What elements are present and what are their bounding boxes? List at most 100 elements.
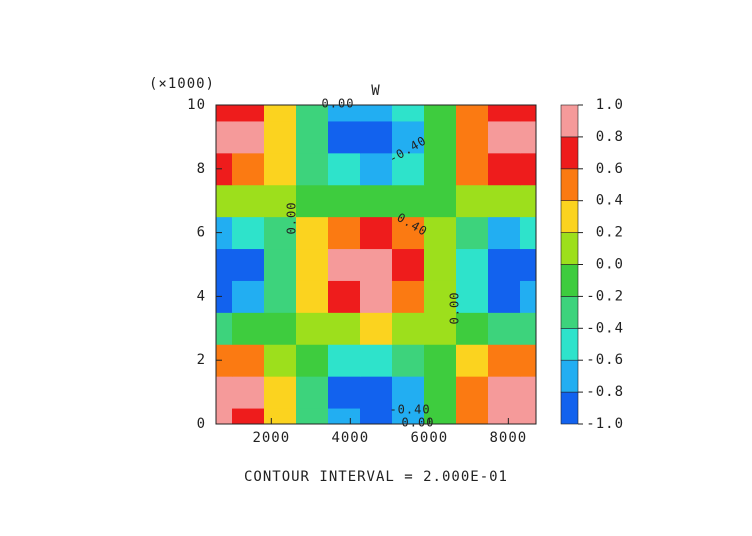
y-tick-label: 0 [197, 416, 206, 432]
colorbar-box [560, 391, 579, 425]
contour-cell [296, 280, 329, 313]
contour-cell [328, 408, 361, 424]
contour-cell [328, 152, 361, 186]
contour-cell [424, 120, 457, 154]
contour-cell [296, 248, 329, 281]
contour-cell [328, 120, 361, 154]
colorbar-label: 0.6 [596, 161, 624, 177]
x-tick-label: 6000 [410, 430, 448, 446]
contour-cell [520, 105, 536, 122]
contour-cell [488, 152, 521, 186]
contour-cell [424, 184, 457, 218]
contour-cell [360, 152, 393, 186]
contour-cell [216, 312, 233, 345]
colorbar-box [560, 168, 579, 202]
y-tick-label: 4 [197, 288, 206, 304]
colorbar-label: 0.8 [596, 129, 624, 145]
contour-cell [520, 344, 536, 377]
contour-cell [360, 105, 393, 122]
contour-cell [424, 248, 457, 281]
colorbar-box [560, 359, 579, 393]
contour-cell [216, 184, 233, 218]
contour-cell [488, 408, 521, 424]
contour-cell [360, 120, 393, 154]
contour-cell [488, 105, 521, 122]
contour-cell [392, 216, 425, 250]
contour-cell [296, 184, 329, 218]
contour-cell [392, 105, 425, 122]
contour-label: 0.00 [448, 292, 462, 325]
contour-cell [392, 344, 425, 377]
contour-cell [216, 408, 233, 424]
contour-cell [264, 184, 297, 218]
contour-cell [232, 184, 265, 218]
contour-cell [328, 344, 361, 377]
contour-cell [296, 216, 329, 250]
contour-cell [264, 105, 297, 122]
contour-cell [488, 248, 521, 281]
contour-cell [216, 105, 233, 122]
contour-cell [296, 408, 329, 424]
contour-cell [264, 120, 297, 154]
contour-cell [424, 152, 457, 186]
contour-cell [488, 280, 521, 313]
colorbar-label: -1.0 [586, 416, 624, 432]
contour-cell [488, 216, 521, 250]
colorbar-box [560, 264, 579, 297]
contour-label: 0.00 [402, 416, 435, 430]
contour-cell [488, 120, 521, 154]
contour-cell [520, 408, 536, 424]
contour-cell [488, 312, 521, 345]
contour-cell [424, 105, 457, 122]
contour-cell [520, 248, 536, 281]
contour-cell [392, 408, 425, 424]
y-tick-label: 8 [197, 161, 206, 177]
contour-cell [328, 248, 361, 281]
contour-cell [264, 248, 297, 281]
colorbar-box [560, 200, 579, 233]
contour-cell [328, 216, 361, 250]
contour-cell [216, 216, 233, 250]
colorbar-label: 0.2 [596, 225, 624, 241]
contour-cell [264, 216, 297, 250]
contour-cell [328, 105, 361, 122]
contour-cell [520, 184, 536, 218]
contour-cell [392, 152, 425, 186]
plot-frame [215, 104, 537, 425]
contour-cell [456, 184, 489, 218]
contour-cell [456, 280, 489, 313]
colorbar-box [560, 136, 579, 170]
contour-cell [264, 280, 297, 313]
contour-cell [232, 280, 265, 313]
contour-cell [328, 184, 361, 218]
contour-cell [296, 344, 329, 377]
contour-cell [456, 248, 489, 281]
x-tick-label: 4000 [331, 430, 369, 446]
colorbar-label: -0.6 [586, 352, 624, 368]
contour-cell [232, 105, 265, 122]
contour-label: 0.00 [322, 97, 355, 111]
footer: CONTOUR INTERVAL = 2.000E-01 [244, 469, 508, 485]
colorbar-label: 0.4 [596, 193, 624, 209]
contour-cell [264, 376, 297, 409]
x-tick-label: 8000 [489, 430, 527, 446]
contour-cell [232, 312, 265, 345]
contour-cell [216, 152, 233, 186]
contour-cell [296, 120, 329, 154]
contour-cell [216, 280, 233, 313]
x-tick-label: 2000 [252, 430, 290, 446]
contour-cell [216, 344, 233, 377]
contour-cell [360, 408, 393, 424]
contour-cell [328, 312, 361, 345]
chart-title: W [371, 83, 380, 99]
contour-cell [488, 344, 521, 377]
contour-cell [424, 216, 457, 250]
contour-cell [360, 248, 393, 281]
contour-cell [520, 216, 536, 250]
y-tick-label: 10 [187, 97, 206, 113]
colorbar-label: -0.4 [586, 320, 624, 336]
colorbar-label: -0.8 [586, 384, 624, 400]
contour-cell [392, 312, 425, 345]
contour-cell [232, 120, 265, 154]
